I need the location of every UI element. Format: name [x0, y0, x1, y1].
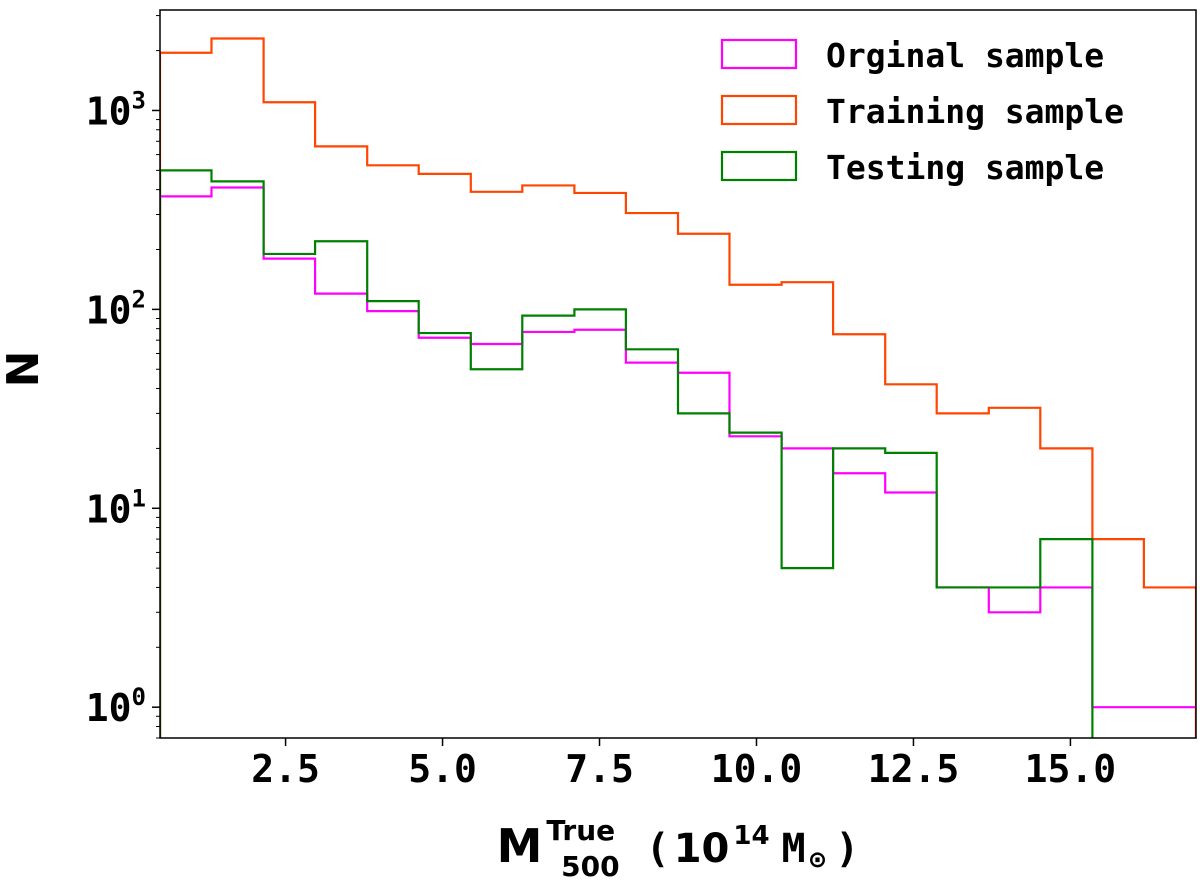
y-axis: 100 101 102 103	[86, 15, 160, 739]
series-step-line	[160, 186, 1196, 738]
y-tick-label: 102	[86, 285, 146, 332]
x-tick-label: 2.5	[251, 747, 320, 791]
y-tick-label: 100	[86, 683, 146, 730]
x-label-superscript: True	[546, 814, 615, 847]
x-label-subscript: 500	[561, 850, 619, 882]
x-axis: 2.5 5.0 7.5 10.0 12.5 15.0	[251, 738, 1116, 791]
x-label-units-open: (	[646, 826, 670, 872]
plot-frame	[159, 9, 1197, 739]
x-axis-label: M True 500 ( 10 14 M ⊙ )	[497, 814, 860, 882]
plot-series-group	[160, 37, 1196, 738]
series-step-line	[160, 37, 1196, 738]
legend-swatch	[720, 94, 798, 126]
x-label-units-exponent: 14	[733, 821, 769, 851]
x-label-main: M	[497, 819, 543, 873]
legend: Orginal sample Training sample Testing sam…	[720, 36, 1124, 187]
y-tick-label: 101	[86, 484, 146, 531]
x-tick-label: 12.5	[868, 747, 960, 791]
series-step-line	[160, 169, 1094, 738]
legend-label: Orginal sample	[826, 36, 1104, 75]
legend-swatch	[720, 38, 798, 70]
legend-swatch	[720, 150, 798, 182]
x-tick-label: 10.0	[711, 747, 803, 791]
series-testing-sample	[160, 169, 1094, 738]
legend-item: Orginal sample	[720, 36, 1104, 75]
y-axis-label: N	[0, 351, 49, 388]
x-label-units-symbol: M	[782, 826, 806, 872]
series-training-sample	[160, 37, 1196, 738]
legend-item: Testing sample	[720, 148, 1104, 187]
x-tick-label: 15.0	[1025, 747, 1117, 791]
x-tick-label: 7.5	[565, 747, 634, 791]
legend-item: Training sample	[720, 92, 1124, 131]
series-orginal-sample	[160, 186, 1196, 738]
x-label-units-base: 10	[674, 826, 730, 872]
legend-label: Testing sample	[826, 148, 1104, 187]
y-tick-label: 103	[86, 86, 146, 133]
x-tick-label: 5.0	[408, 747, 477, 791]
legend-label: Training sample	[826, 92, 1124, 131]
x-label-units-close: )	[835, 826, 859, 872]
x-label-sun-symbol: ⊙	[810, 845, 826, 875]
